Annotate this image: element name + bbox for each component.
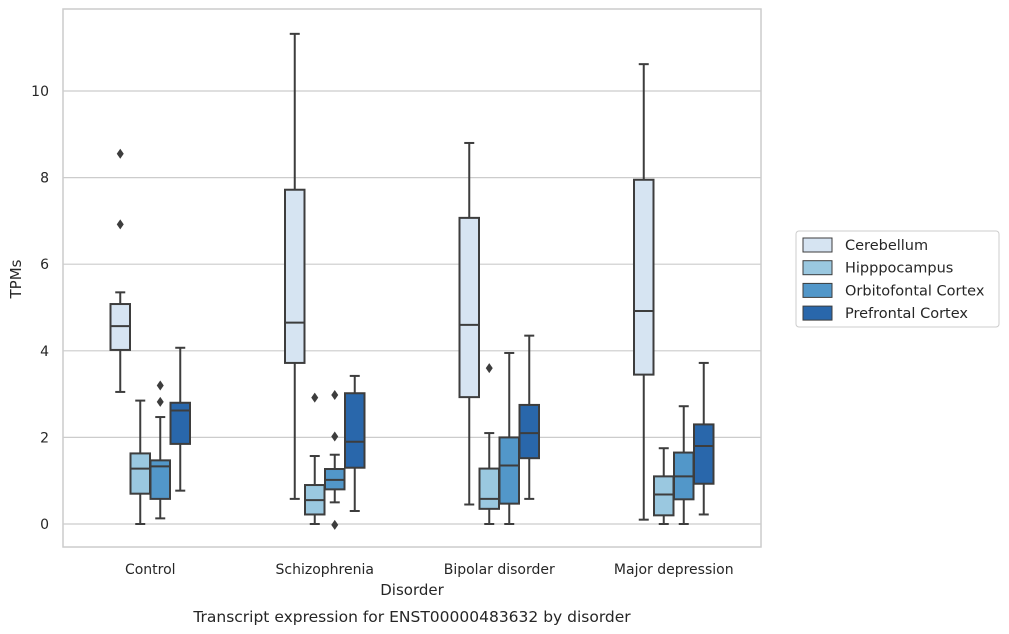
legend-label-3: Prefrontal Cortex — [845, 306, 968, 322]
box-0-1 — [129, 399, 151, 525]
box-iqr — [284, 188, 306, 364]
legend-label-0: Cerebellum — [845, 238, 928, 254]
box-2-3 — [518, 334, 540, 500]
outlier-point — [311, 392, 319, 403]
box-iqr — [693, 423, 715, 485]
box-iqr — [518, 403, 540, 460]
plot-area-frame — [62, 8, 762, 548]
box-3-1 — [653, 447, 675, 525]
outlier-point — [156, 380, 164, 391]
legend: Cerebellum Hipppocampus Orbitofontal Corte… — [795, 230, 1000, 328]
box-3-0 — [633, 63, 655, 521]
box-1-0 — [284, 32, 306, 500]
legend-label-2: Orbitofontal Cortex — [845, 283, 985, 299]
x-tick-labels: Control Schizophrenia Bipolar disorder Majo… — [125, 562, 734, 578]
box-series-layer — [109, 32, 715, 530]
x-tick-label-3: Major depression — [614, 562, 734, 578]
y-tick-label-4: 4 — [40, 344, 49, 360]
y-tick-label-0: 0 — [40, 517, 49, 533]
box-iqr — [458, 216, 480, 399]
x-tick-label-1: Schizophrenia — [276, 562, 374, 578]
legend-swatch-0 — [802, 237, 833, 253]
legend-swatch-2 — [802, 282, 833, 298]
outlier-point — [485, 363, 493, 374]
legend-swatch-3 — [802, 305, 833, 321]
box-0-0 — [109, 148, 131, 393]
box-iqr — [344, 392, 366, 469]
box-1-3 — [344, 374, 366, 513]
chart-caption: Transcript expression for ENST0000048363… — [192, 608, 631, 626]
x-axis-label: Disorder — [380, 581, 444, 599]
y-tick-label-8: 8 — [40, 171, 49, 187]
legend-label-1: Hipppocampus — [845, 261, 953, 277]
box-iqr — [129, 452, 151, 495]
legend-frame — [795, 230, 1000, 328]
box-iqr — [478, 467, 500, 510]
box-0-2 — [149, 380, 171, 520]
y-tick-label-10: 10 — [31, 84, 49, 100]
outlier-point — [156, 396, 164, 407]
box-iqr — [149, 459, 171, 500]
box-iqr — [169, 401, 191, 445]
box-1-2 — [324, 389, 346, 530]
box-iqr — [498, 436, 520, 505]
legend-swatch-1 — [802, 260, 833, 276]
outlier-point — [331, 431, 339, 442]
outlier-point — [331, 519, 339, 530]
y-tick-label-2: 2 — [40, 430, 49, 446]
y-tick-labels: 0 2 4 6 8 10 — [31, 84, 49, 533]
box-iqr — [653, 475, 675, 517]
box-iqr — [633, 178, 655, 376]
outlier-point — [116, 148, 124, 159]
y-axis-label: TPMs — [7, 259, 25, 299]
box-2-2 — [498, 351, 520, 525]
x-tick-label-0: Control — [125, 562, 176, 578]
box-1-1 — [304, 392, 326, 525]
x-tick-label-2: Bipolar disorder — [444, 562, 555, 578]
box-2-1 — [478, 363, 500, 525]
box-2-0 — [458, 141, 480, 506]
box-3-2 — [673, 405, 695, 525]
grid-lines — [63, 90, 761, 525]
box-3-3 — [693, 361, 715, 516]
box-0-3 — [169, 346, 191, 492]
outlier-point — [116, 219, 124, 230]
outlier-point — [331, 389, 339, 400]
y-tick-label-6: 6 — [40, 257, 49, 273]
